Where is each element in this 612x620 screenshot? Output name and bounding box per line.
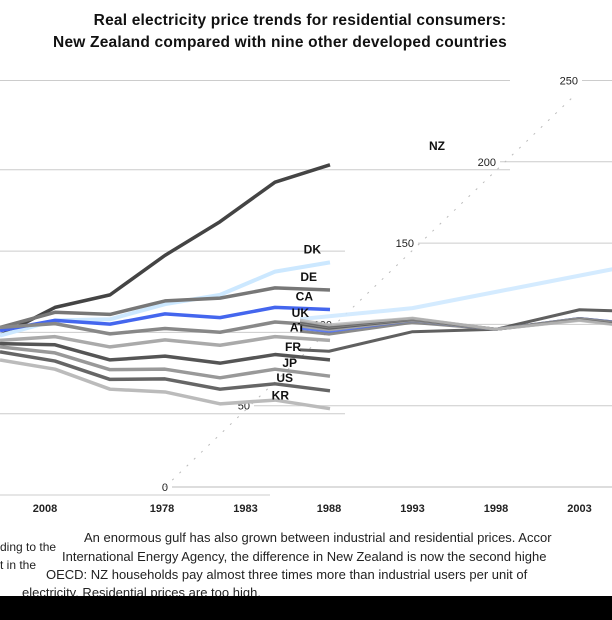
paragraph-line: An enormous gulf has also grown between … xyxy=(84,530,552,545)
series-label-dk: DK xyxy=(304,242,322,256)
series-line-nz-right xyxy=(300,308,612,353)
x-tick-label: 1983 xyxy=(233,503,257,515)
series-label-jp: JP xyxy=(282,356,297,370)
series-line-jp xyxy=(0,345,331,380)
series-line-dk-right xyxy=(300,267,612,322)
series-label-kr: KR xyxy=(272,389,290,403)
series-line-kr xyxy=(0,358,331,411)
series-line-ca xyxy=(0,305,331,333)
paragraph-line: OECD: NZ households pay almost three tim… xyxy=(46,567,528,582)
x-tick-label: 1978 xyxy=(150,503,174,515)
series-label-uk: UK xyxy=(292,306,310,320)
series-line-nz xyxy=(0,163,331,338)
chart-title-line-1: Real electricity price trends for reside… xyxy=(93,12,507,29)
x-tick-label: 1993 xyxy=(400,503,424,515)
chart-title-line-2: New Zealand compared with nine other dev… xyxy=(53,34,507,51)
x-tick-label: 2003 xyxy=(567,503,591,515)
text-fragment: t in the xyxy=(0,558,37,572)
bottom-bar xyxy=(0,596,612,620)
series-line-us xyxy=(0,350,331,393)
series-line-fr xyxy=(0,341,331,365)
x-tick-label: 1988 xyxy=(317,503,341,515)
y-tick-label: 250 xyxy=(560,76,578,88)
text-fragment: ding to the xyxy=(0,540,57,554)
paragraph-line: International Energy Agency, the differe… xyxy=(62,549,547,564)
series-line-de xyxy=(0,286,331,330)
x-tick-label: 1998 xyxy=(484,503,508,515)
y-tick-label: 200 xyxy=(478,157,496,169)
series-line-kr-right xyxy=(300,316,612,331)
series-label-ca: CA xyxy=(296,290,314,304)
series-line-at xyxy=(0,334,331,349)
series-label-us: US xyxy=(276,371,293,385)
y-tick-label: 150 xyxy=(396,238,414,250)
series-label-fr: FR xyxy=(285,340,301,354)
series-label-de: DE xyxy=(300,270,317,284)
series-label-nz: NZ xyxy=(429,139,445,153)
y-tick-label: 0 xyxy=(162,482,168,494)
x-tick-label: 2008 xyxy=(33,503,57,515)
series-line-uk xyxy=(0,320,331,336)
